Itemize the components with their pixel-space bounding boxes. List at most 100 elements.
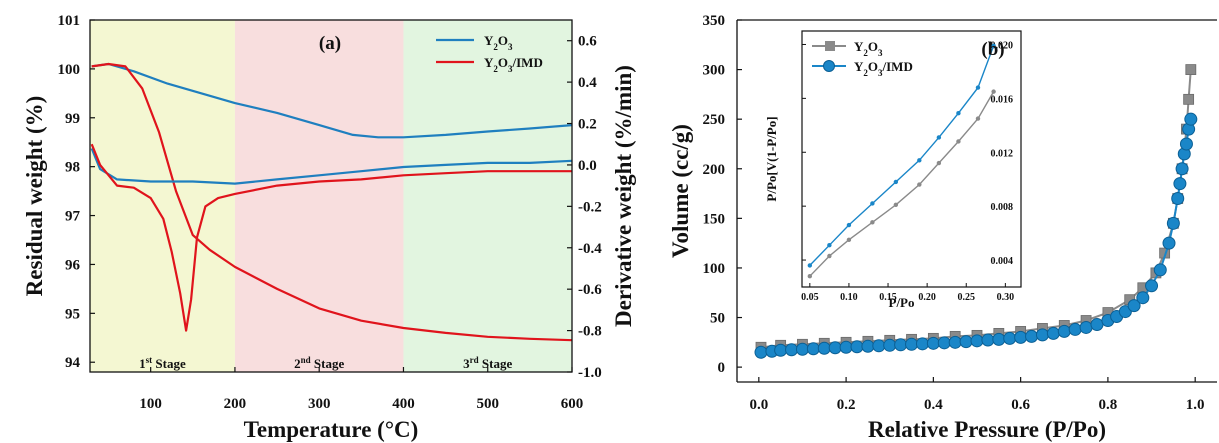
data-point	[1175, 162, 1189, 176]
data-point	[937, 336, 951, 350]
series-line	[91, 62, 573, 342]
series-line	[90, 143, 572, 332]
x-tick-label: 0.8	[1099, 397, 1118, 413]
data-point	[1090, 317, 1104, 331]
legend-label: Y2O3/IMD	[854, 59, 913, 78]
x-tick-label: 0.2	[837, 397, 856, 413]
x-tick-label: 200	[224, 396, 247, 412]
inset-x-axis-title: P/Po	[889, 295, 915, 310]
y-tick-label: 200	[703, 162, 726, 178]
data-point	[1162, 236, 1176, 250]
data-point	[1057, 324, 1071, 338]
y2-tick-label: -0.2	[578, 199, 602, 215]
inset-data-point	[975, 85, 981, 90]
data-point	[1183, 93, 1195, 105]
data-point	[785, 343, 799, 357]
data-point	[1179, 137, 1193, 151]
plot-frame	[89, 19, 573, 373]
inset-data-point	[827, 253, 832, 259]
data-point	[1035, 328, 1049, 342]
y2-tick-label: 0.0	[578, 158, 597, 174]
data-point	[828, 341, 842, 355]
inset-data-point	[917, 182, 922, 187]
data-point	[872, 339, 886, 353]
data-point	[1014, 330, 1028, 344]
data-point	[1173, 177, 1187, 191]
data-point	[754, 345, 768, 359]
x-tick-label: 600	[561, 396, 584, 412]
x-tick-label: 1.0	[1186, 397, 1205, 413]
inset-y-tick-label: 0.016	[991, 94, 1014, 105]
inset-x-tick-label: 0.10	[840, 292, 858, 303]
y2-axis-title: Derivative weight (%/min)	[611, 65, 636, 327]
data-point	[1068, 322, 1082, 336]
inset-data-point	[870, 220, 875, 225]
y2-tick-label: -1.0	[578, 365, 602, 381]
y-tick-label: 94	[65, 355, 81, 371]
legend-marker	[823, 60, 835, 72]
data-point	[861, 339, 875, 353]
x-tick-label: 0.6	[1011, 397, 1030, 413]
data-point	[817, 341, 831, 355]
panel-label: (b)	[981, 39, 1004, 60]
series-line	[91, 62, 573, 139]
x-tick-label: 0.4	[924, 397, 943, 413]
panel-label: (a)	[319, 33, 341, 54]
data-point	[959, 335, 973, 349]
y-tick-label: 300	[703, 63, 726, 79]
x-tick-label: 0.0	[749, 397, 768, 413]
data-point	[1171, 192, 1185, 206]
inset-data-point	[991, 43, 996, 49]
legend-label: Y2O3	[854, 39, 883, 58]
y-tick-label: 100	[58, 62, 81, 78]
y2-tick-label: 0.2	[578, 117, 597, 133]
data-point	[981, 333, 995, 347]
y-tick-label: 50	[710, 311, 725, 327]
data-point	[1184, 112, 1198, 126]
inset-x-tick-label: 0.30	[997, 292, 1015, 303]
data-point	[1185, 64, 1197, 75]
legend-marker	[825, 41, 835, 51]
inset-data-point	[870, 201, 875, 206]
panel-b: 0.0 0.2 0.4 0.6 0.8 1.0 0 50 100 150 200 250 300 350 R…	[668, 13, 1217, 442]
data-point	[948, 335, 962, 349]
inset-data-point	[991, 89, 996, 94]
data-point	[1079, 320, 1093, 334]
data-point	[1166, 216, 1180, 230]
inset-data-point	[975, 116, 981, 121]
data-point	[806, 342, 820, 356]
y-tick-label: 101	[58, 13, 81, 29]
stage-label: 1st Stage	[139, 355, 186, 371]
data-point	[1136, 291, 1150, 305]
y-tick-label: 150	[703, 211, 726, 227]
y-axis-title: Volume (cc/g)	[668, 124, 693, 258]
data-point	[970, 334, 984, 348]
data-point	[1003, 331, 1017, 345]
y2-tick-label: 0.4	[578, 75, 597, 91]
inset-y-tick-label: 0.008	[991, 202, 1014, 213]
x-tick-label: 500	[476, 396, 499, 412]
y2-tick-label: -0.8	[578, 324, 602, 340]
y-tick-label: 350	[703, 13, 726, 29]
stage-band	[234, 20, 404, 372]
x-axis-title: Relative Pressure (P/Po)	[868, 417, 1106, 442]
inset-data-point	[807, 274, 813, 279]
x-tick-label: 100	[139, 396, 162, 412]
data-point	[883, 338, 897, 352]
inset-x-tick-label: 0.15	[879, 292, 897, 303]
inset-data-point	[827, 243, 832, 248]
data-point	[774, 343, 788, 357]
inset-series-line	[809, 91, 995, 277]
stage-band	[403, 20, 572, 372]
data-point	[1127, 299, 1141, 313]
y2-tick-label: -0.6	[578, 282, 602, 298]
y-tick-label: 99	[65, 111, 80, 127]
inset-y-axis-title: P/Po[V(1-P/Po]	[764, 116, 779, 201]
data-point	[1046, 326, 1060, 340]
x-axis-title: Temperature (°C)	[244, 417, 419, 442]
y-tick-label: 98	[65, 160, 80, 176]
y2-tick-label: -0.4	[578, 241, 602, 257]
inset-data-point	[956, 139, 961, 144]
